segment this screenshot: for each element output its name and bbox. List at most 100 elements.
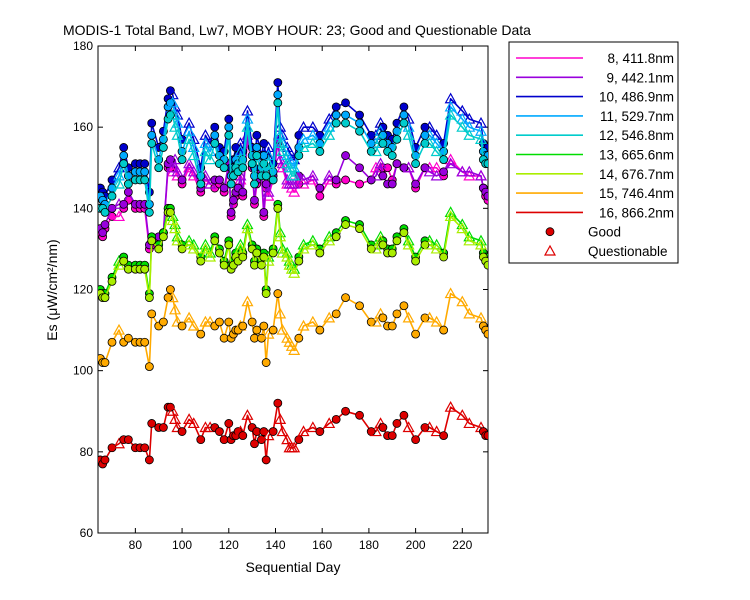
y-tick-label: 140 (73, 201, 93, 215)
good-point (224, 122, 234, 132)
questionable-point (187, 417, 200, 429)
questionable-point (369, 425, 382, 437)
questionable-point (430, 169, 443, 181)
questionable-point (166, 214, 179, 226)
good-point (341, 406, 350, 416)
questionable-point (402, 161, 415, 173)
questionable-point (169, 413, 182, 424)
good-point (399, 301, 409, 311)
questionable-point (474, 169, 488, 181)
good-point (315, 248, 325, 258)
good-point (196, 179, 206, 189)
questionable-point (456, 295, 469, 307)
good-point (259, 321, 269, 331)
good-point (100, 358, 110, 367)
good-point (177, 427, 187, 436)
questionable-point (474, 133, 488, 144)
good-point (341, 98, 350, 108)
questionable-point (262, 254, 275, 266)
questionable-point (199, 145, 212, 157)
questionable-point (297, 319, 310, 331)
questionable-point (262, 157, 275, 169)
questionable-point (306, 315, 319, 327)
legend-entry-label: 16, 866.2nm (599, 205, 674, 220)
questionable-point (171, 421, 184, 433)
questionable-point (183, 238, 196, 250)
y-tick-label: 60 (80, 526, 94, 540)
good-point (165, 207, 175, 217)
questionable-point (274, 307, 287, 319)
questionable-point (297, 120, 310, 132)
good-point (378, 138, 388, 148)
x-tick-label: 180 (359, 538, 379, 552)
good-point (378, 423, 388, 432)
questionable-point (274, 413, 287, 424)
good-point (224, 114, 234, 124)
questionable-point (369, 315, 382, 327)
questionable-point (288, 441, 301, 453)
good-point (219, 183, 229, 193)
good-point (341, 220, 350, 229)
good-point (378, 240, 388, 250)
good-point (341, 110, 350, 120)
good-point (147, 130, 157, 140)
good-point (252, 130, 262, 140)
good-point (411, 179, 421, 189)
good-point (252, 143, 262, 152)
good-point (177, 175, 187, 185)
legend-entry-label: 10, 486.9nm (599, 90, 674, 105)
questionable-point (306, 421, 319, 433)
questionable-point (166, 108, 179, 120)
good-point (273, 203, 283, 213)
good-point (355, 410, 364, 420)
questionable-point (474, 238, 488, 250)
good-point (250, 195, 259, 205)
chart-title: MODIS-1 Total Band, Lw7, MOBY HOUR: 23; … (63, 22, 531, 38)
questionable-point (297, 141, 310, 153)
good-point (483, 329, 488, 339)
legend-questionable-label: Questionable (588, 244, 668, 259)
good-point (439, 155, 449, 165)
good-point (331, 309, 341, 319)
good-point (107, 337, 117, 347)
legend-box (508, 41, 679, 264)
good-point (378, 313, 388, 323)
questionable-point (297, 173, 310, 185)
y-tick-label: 160 (73, 120, 93, 134)
good-point (247, 317, 257, 327)
good-point (196, 329, 206, 339)
questionable-point (323, 234, 336, 246)
questionable-point (204, 315, 217, 327)
series-8 (98, 398, 488, 469)
good-point (144, 293, 154, 303)
good-point (215, 317, 224, 327)
good-point (238, 321, 248, 331)
good-point (387, 151, 397, 160)
good-point (483, 191, 488, 201)
good-point (331, 414, 341, 424)
good-point (147, 118, 157, 128)
questionable-point (423, 421, 436, 433)
good-point (98, 228, 108, 238)
questionable-point (444, 108, 457, 120)
questionable-point (456, 409, 469, 420)
legend-entry-label: 8, 411.8nm (607, 51, 674, 66)
good-point (259, 207, 269, 217)
questionable-point (374, 157, 387, 169)
good-point (219, 163, 229, 173)
questionable-point (276, 323, 289, 335)
good-point (140, 337, 150, 347)
x-tick-label: 200 (406, 538, 426, 552)
questionable-point (297, 425, 310, 437)
good-point (331, 110, 341, 120)
good-point (273, 289, 283, 298)
good-point (119, 143, 129, 152)
questionable-point (423, 311, 436, 323)
good-point (411, 256, 421, 266)
questionable-point (444, 157, 457, 169)
questionable-point (323, 417, 336, 429)
good-point (210, 236, 220, 246)
questionable-point (204, 153, 217, 165)
good-point (439, 252, 449, 262)
legend-questionable-marker (543, 244, 557, 256)
